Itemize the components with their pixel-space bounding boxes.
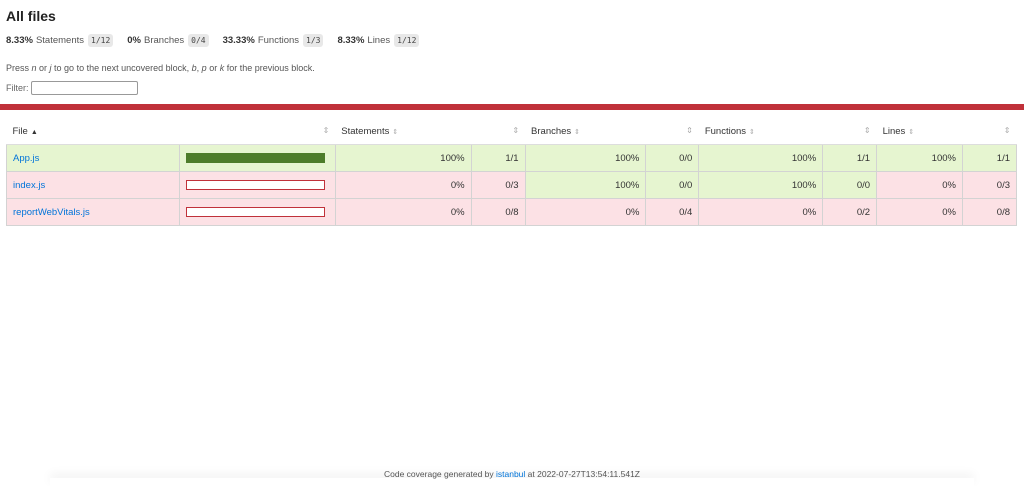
header-file-bar[interactable]: ⇕ (179, 118, 336, 145)
lines-pct: 100% (876, 144, 963, 172)
summary-functions-fraction: 1/3 (303, 33, 324, 47)
table-header-row: File ▲ ⇕ Statements ⇕ ⇕ Branches ⇕ ⇕ Functi… (6, 118, 1017, 145)
branches-pct: 100% (524, 171, 647, 199)
page-title: All files (6, 8, 56, 24)
functions-fraction: 1/1 (822, 144, 878, 172)
coverage-bar (185, 153, 325, 163)
filter-row: Filter: (6, 80, 1018, 96)
functions-pct: 100% (698, 144, 824, 172)
functions-fraction: 0/0 (822, 171, 878, 199)
sort-icon: ⇕ (686, 126, 693, 135)
header-statements[interactable]: Statements ⇕ (335, 118, 472, 145)
summary-lines-pct: 8.33% (337, 34, 365, 46)
branches-pct: 100% (524, 144, 647, 172)
header-branches-raw[interactable]: ⇕ (645, 118, 699, 145)
summary-functions: 33.33% Functions 1/3 (222, 33, 324, 47)
sort-icon: ⇕ (574, 128, 581, 136)
filter-label: Filter: (6, 83, 29, 93)
statements-pct: 0% (334, 171, 472, 199)
summary-functions-label: Functions (257, 34, 300, 46)
sort-asc-icon: ▲ (30, 128, 38, 136)
statements-fraction: 0/3 (470, 171, 526, 199)
lines-pct: 0% (876, 198, 963, 226)
sort-icon: ⇕ (1003, 126, 1011, 135)
statements-fraction: 1/1 (470, 144, 526, 172)
branches-fraction: 0/4 (645, 198, 700, 226)
functions-pct: 0% (698, 198, 824, 226)
summary-statements-fraction: 1/12 (88, 33, 114, 47)
summary-branches-label: Branches (144, 34, 185, 46)
lines-fraction: 1/1 (961, 144, 1018, 172)
keyboard-hint: Press n or j to go to the next uncovered… (6, 63, 315, 73)
file-link[interactable]: App.js (13, 152, 40, 164)
coverage-bar (185, 207, 325, 217)
header-statements-raw[interactable]: ⇕ (471, 118, 526, 145)
statements-fraction: 0/8 (470, 198, 526, 226)
table-row: index.js 0% 0/3 100% 0/0 100% 0/0 0% 0/3 (6, 171, 1018, 199)
functions-fraction: 0/2 (822, 198, 878, 226)
footer-shadow (50, 478, 974, 486)
sort-icon: ⇕ (512, 126, 520, 135)
istanbul-link[interactable]: istanbul (496, 469, 526, 479)
header-functions-raw[interactable]: ⇕ (822, 118, 877, 145)
coverage-bar (185, 180, 325, 190)
summary-functions-pct: 33.33% (222, 34, 255, 46)
summary-branches: 0% Branches 0/4 (127, 33, 209, 47)
summary-statements-pct: 8.33% (6, 34, 33, 46)
summary-branches-pct: 0% (127, 34, 141, 46)
coverage-status-bar (0, 104, 1024, 110)
sort-icon: ⇕ (863, 126, 871, 135)
header-file[interactable]: File ▲ (6, 118, 180, 145)
statements-pct: 100% (334, 144, 472, 172)
branches-pct: 0% (524, 198, 647, 226)
lines-pct: 0% (876, 171, 963, 199)
summary-lines-label: Lines (367, 34, 391, 46)
sort-icon: ⇕ (322, 126, 330, 135)
table-row: App.js 100% 1/1 100% 0/0 100% 1/1 100% 1… (6, 144, 1018, 172)
summary-lines-fraction: 1/12 (394, 33, 420, 47)
branches-fraction: 0/0 (645, 144, 700, 172)
sort-icon: ⇕ (908, 128, 915, 136)
coverage-summary: 8.33% Statements 1/12 0% Branches 0/4 33… (6, 32, 1018, 48)
table-row: reportWebVitals.js 0% 0/8 0% 0/4 0% 0/2 … (6, 198, 1018, 226)
sort-icon: ⇕ (392, 128, 399, 136)
statements-pct: 0% (334, 198, 472, 226)
header-lines[interactable]: Lines ⇕ (876, 118, 963, 145)
branches-fraction: 0/0 (645, 171, 700, 199)
header-lines-raw[interactable]: ⇕ (962, 118, 1017, 145)
summary-statements-label: Statements (35, 34, 84, 46)
header-branches[interactable]: Branches ⇕ (525, 118, 646, 145)
coverage-table: File ▲ ⇕ Statements ⇕ ⇕ Branches ⇕ ⇕ Functi… (6, 118, 1018, 226)
lines-fraction: 0/8 (961, 198, 1018, 226)
functions-pct: 100% (698, 171, 824, 199)
lines-fraction: 0/3 (961, 171, 1018, 199)
sort-icon: ⇕ (749, 128, 755, 136)
header-functions[interactable]: Functions ⇕ (698, 118, 823, 145)
file-link[interactable]: reportWebVitals.js (13, 206, 90, 218)
footer: Code coverage generated by istanbul at 2… (384, 469, 640, 479)
file-link[interactable]: index.js (13, 179, 46, 191)
summary-lines: 8.33% Lines 1/12 (337, 33, 420, 47)
summary-branches-fraction: 0/4 (188, 33, 209, 47)
summary-statements: 8.33% Statements 1/12 (6, 33, 114, 47)
filter-input[interactable] (30, 81, 138, 95)
